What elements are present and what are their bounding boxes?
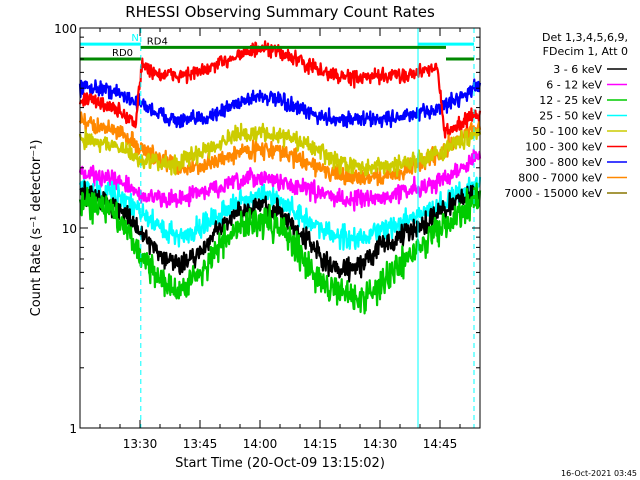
legend: Det 1,3,4,5,6,9,FDecim 1, Att 0 3 - 6 keV… — [504, 31, 628, 200]
x-tick-label: 14:30 — [363, 437, 398, 451]
series-line-3 — [78, 182, 482, 315]
legend-label: 7000 - 15000 keV — [504, 187, 602, 200]
series-line-4 — [78, 176, 482, 251]
series-line-6 — [78, 40, 482, 139]
x-tick-label: 14:00 — [243, 437, 278, 451]
x-tick-label: 13:45 — [183, 437, 218, 451]
series-line-1 — [79, 180, 481, 283]
legend-label: 12 - 25 keV — [539, 94, 602, 107]
y-tick-label: 100 — [54, 22, 77, 36]
legend-label: 100 - 300 keV — [525, 141, 602, 154]
legend-header-line: Det 1,3,4,5,6,9, — [542, 31, 628, 44]
chart-title: RHESSI Observing Summary Count Rates — [125, 3, 435, 21]
x-axis-label: Start Time (20-Oct-09 13:15:02) — [175, 456, 385, 471]
series-line-5 — [78, 122, 482, 177]
series-line-2 — [78, 148, 482, 212]
legend-label: 50 - 100 keV — [532, 125, 602, 138]
legend-label: 6 - 12 keV — [546, 79, 602, 92]
legend-label: 300 - 800 keV — [525, 156, 602, 169]
x-tick-label: 14:15 — [303, 437, 338, 451]
x-tick-label: 13:30 — [123, 437, 158, 451]
annotation-label-rd0: RD0 — [112, 48, 133, 59]
legend-label: 3 - 6 keV — [553, 63, 602, 76]
annotation-label-rd4: RD4 — [147, 36, 168, 47]
y-tick-label: 1 — [69, 422, 77, 436]
y-tick-label: 10 — [62, 222, 77, 236]
legend-label: 800 - 7000 keV — [518, 172, 602, 185]
legend-header-line: FDecim 1, Att 0 — [543, 45, 628, 58]
annotation-layer: N RD0 RD4 — [80, 33, 474, 61]
annotation-label-n: N — [131, 33, 138, 44]
x-tick-label: 14:45 — [423, 437, 458, 451]
y-axis-label: Count Rate (s⁻¹ detector⁻¹) — [29, 140, 44, 317]
axis-layer: 1 10 100 13:30 13:45 14:00 14:15 14:30 14:45 — [54, 22, 480, 451]
series-line-7 — [78, 78, 482, 129]
generation-timestamp: 16-Oct-2021 03:45 — [561, 469, 637, 478]
legend-label: 25 - 50 keV — [539, 110, 602, 123]
